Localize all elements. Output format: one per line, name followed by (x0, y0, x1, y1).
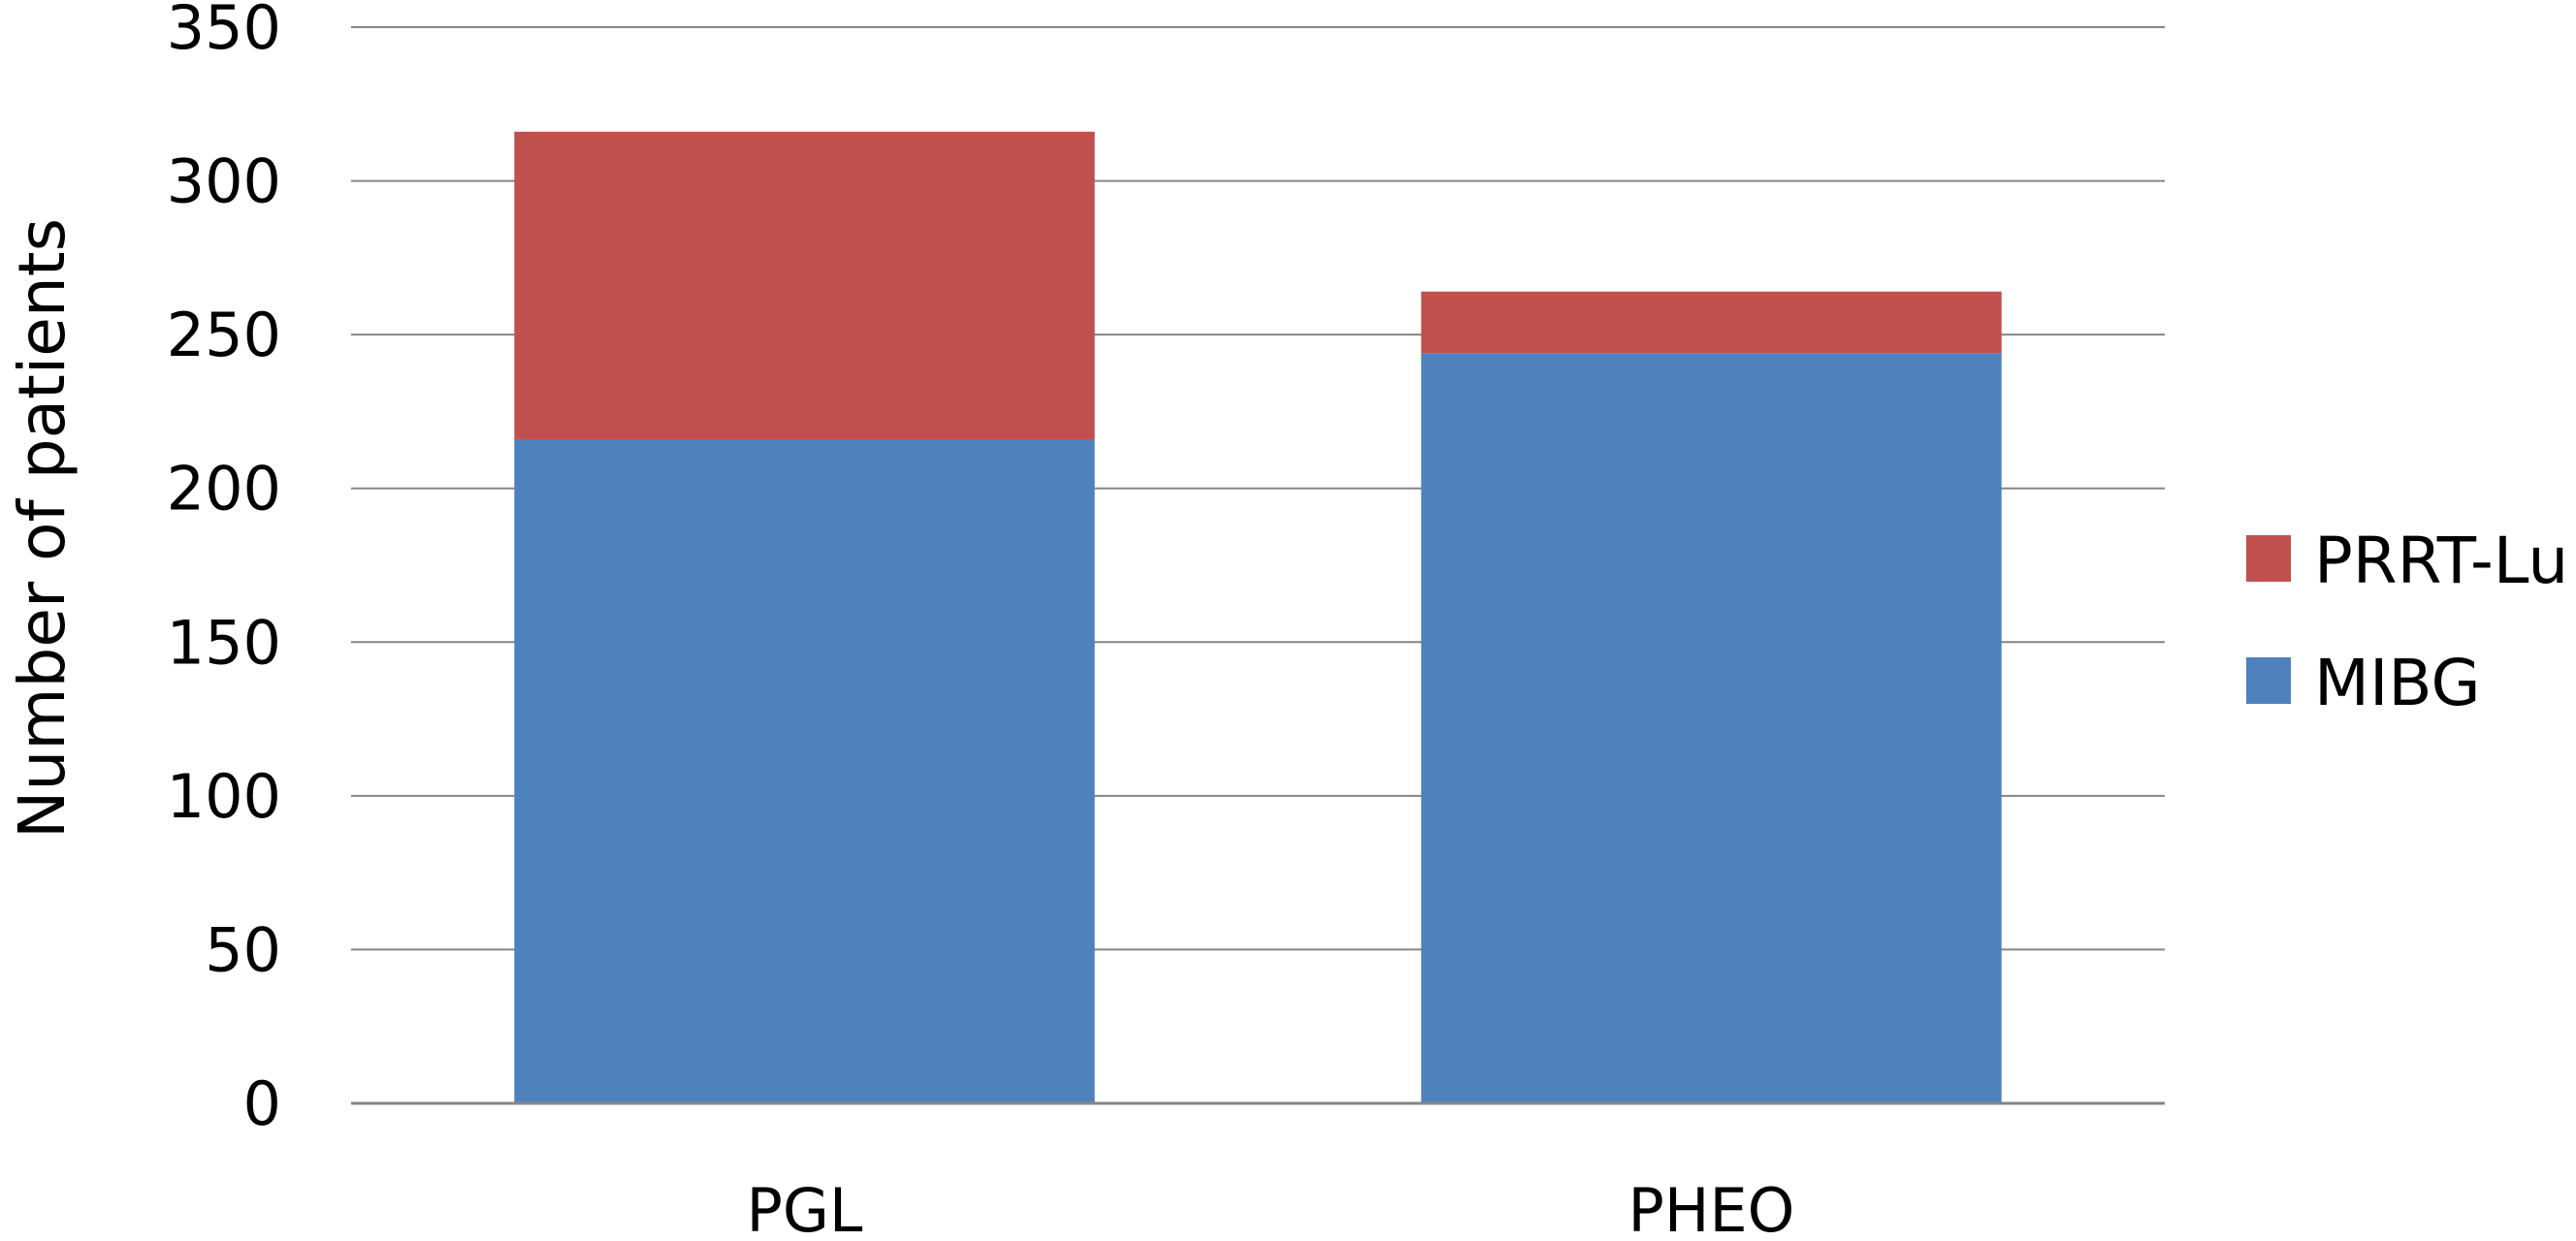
legend-swatch-prrt-lu (2246, 535, 2291, 582)
y-tick-label-150: 150 (167, 607, 281, 678)
x-axis-category-labels: PGL PHEO (747, 1175, 1795, 1241)
x-tick-label-pgl: PGL (747, 1175, 863, 1241)
legend-label-mibg: MIBG (2314, 646, 2481, 720)
bars (514, 131, 2002, 1104)
y-tick-label-200: 200 (167, 454, 281, 525)
y-tick-label-0: 0 (243, 1068, 281, 1139)
bar-pgl-prrt-lu (514, 131, 1095, 439)
bar-pheo-mibg (1421, 353, 2002, 1104)
y-tick-label-250: 250 (167, 300, 281, 370)
y-axis-tick-labels: 0 50 100 150 200 250 300 350 (167, 0, 281, 1139)
y-tick-label-50: 50 (205, 914, 281, 985)
legend: PRRT-Lu MIBG (2246, 524, 2568, 720)
y-axis-title: Number of patients (5, 218, 80, 839)
y-tick-label-350: 350 (167, 0, 281, 63)
y-tick-label-300: 300 (167, 146, 281, 217)
legend-swatch-mibg (2246, 657, 2291, 704)
bar-pgl-mibg (514, 438, 1095, 1103)
bar-pheo-prrt-lu (1421, 291, 2002, 354)
x-tick-label-pheo: PHEO (1628, 1175, 1795, 1241)
legend-label-prrt-lu: PRRT-Lu (2314, 524, 2568, 598)
y-tick-label-100: 100 (167, 761, 281, 832)
